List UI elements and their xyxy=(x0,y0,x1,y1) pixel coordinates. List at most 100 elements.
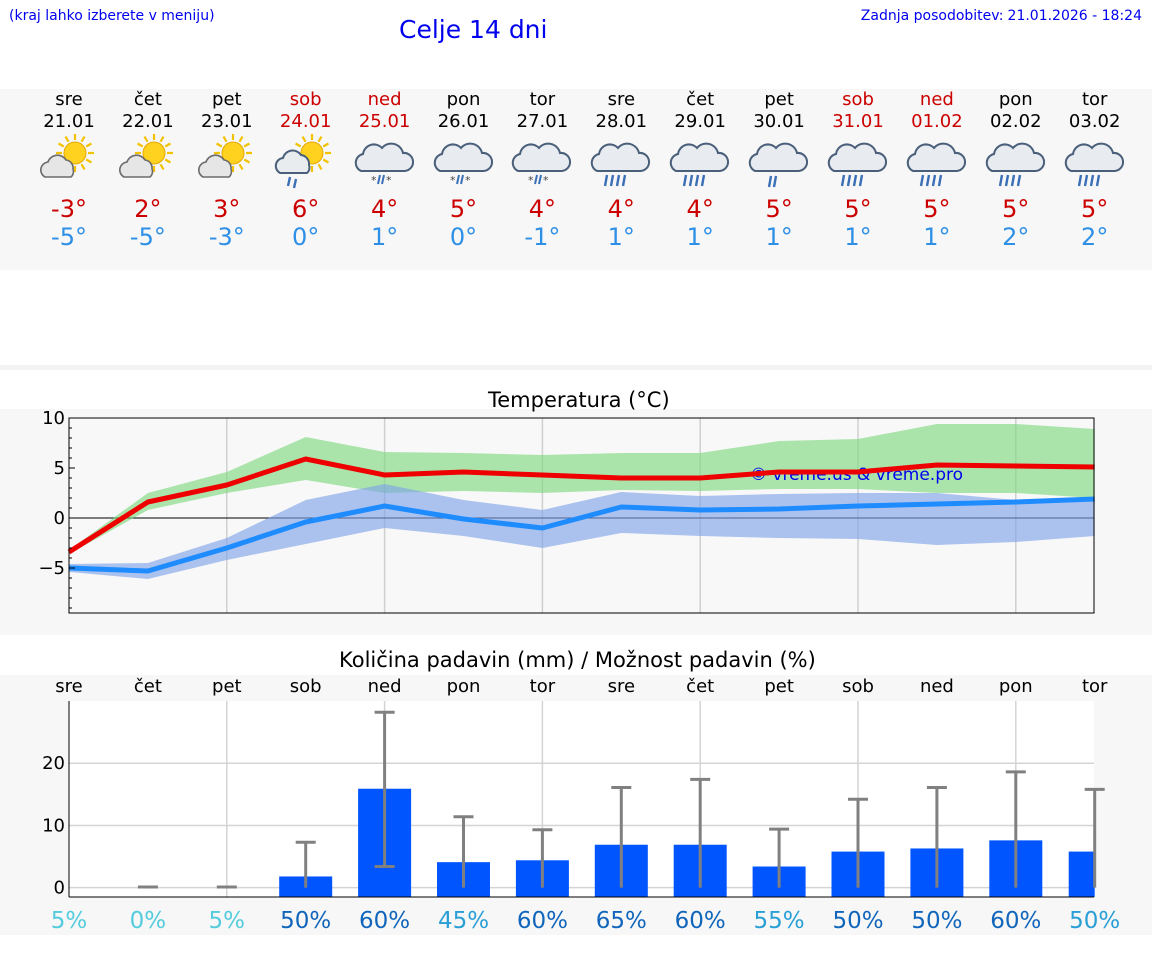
cloud xyxy=(906,142,966,172)
cloud-rain-icon xyxy=(827,142,887,187)
page-title: Celje 14 dni xyxy=(399,15,548,44)
day-column: ned 25.01 * * 4° 1° xyxy=(345,89,425,251)
sun-ray xyxy=(80,163,86,171)
rain-drop xyxy=(1095,174,1100,187)
day-column: sre 28.01 4° 1° xyxy=(581,89,661,251)
category-label: sre xyxy=(55,676,82,697)
day-column: ned 01.02 5° 1° xyxy=(897,89,977,251)
rain-drop xyxy=(767,175,773,188)
category-label: tor xyxy=(1082,676,1108,697)
max-temp: 2° xyxy=(134,195,162,223)
sun-ray xyxy=(164,158,171,164)
precipitation-marks xyxy=(998,174,1021,187)
sun-ray xyxy=(238,163,244,171)
cloud xyxy=(354,142,414,172)
sun-ray xyxy=(243,158,250,164)
cloud-sleet-icon: * * xyxy=(433,142,493,187)
sun-ray xyxy=(143,135,149,143)
day-date: 29.01 xyxy=(674,111,726,132)
max-temp: 5° xyxy=(923,195,951,223)
last-updated: Zadnja posodobitev: 21.01.2026 - 18:24 xyxy=(857,8,1142,24)
probability-label: 65% xyxy=(596,908,647,934)
precipitation-marks xyxy=(683,174,706,187)
day-date: 25.01 xyxy=(358,111,411,132)
day-column: sob 24.01 6° 0° xyxy=(266,89,346,251)
y-tick-label: 20 xyxy=(42,753,65,774)
max-temp: 5° xyxy=(449,195,478,223)
precipitation-marks xyxy=(1077,174,1100,187)
cloud xyxy=(1064,142,1124,172)
sun-ray xyxy=(243,142,250,148)
max-temp: 5° xyxy=(1002,195,1030,223)
day-name: tor xyxy=(1081,89,1108,110)
min-temp: -5° xyxy=(51,223,87,251)
day-column: sob 31.01 5° 1° xyxy=(818,89,898,251)
sun-rays xyxy=(213,134,252,172)
sun-ray xyxy=(159,163,165,171)
day-date: 03.02 xyxy=(1068,111,1121,132)
day-name: pon xyxy=(998,89,1033,110)
updated-label: Zadnja posodobitev: xyxy=(860,8,1004,24)
day-column: tor 27.01 * * 4° -1° xyxy=(502,89,582,251)
plot-frame xyxy=(68,417,1095,614)
sun-ray xyxy=(80,135,86,143)
sun-ray xyxy=(301,135,307,143)
day-column: pon 26.01 * * 5° 0° xyxy=(424,89,504,251)
category-label: tor xyxy=(530,676,556,697)
sun-ray xyxy=(317,163,323,171)
min-temp: 1° xyxy=(844,223,872,251)
day-date: 01.02 xyxy=(911,111,963,132)
day-column: pet 30.01 5° 1° xyxy=(739,89,819,251)
max-range-band xyxy=(69,424,1095,554)
day-name: sob xyxy=(289,89,322,110)
sun-cloud-icon xyxy=(118,134,173,178)
day-column: sre 21.01 -3° -5° xyxy=(29,89,109,251)
sun-disc xyxy=(63,141,87,165)
day-name: ned xyxy=(367,89,402,110)
day-date: 02.02 xyxy=(990,111,1042,132)
cloud-rain-icon xyxy=(985,142,1045,187)
max-temp: 4° xyxy=(686,195,714,223)
day-column: pon 02.02 5° 2° xyxy=(976,89,1056,251)
snowflake: * xyxy=(528,174,534,187)
max-temp: 5° xyxy=(844,195,872,223)
rain-drop xyxy=(286,176,291,187)
sun-ray xyxy=(85,142,93,148)
min-temp: 1° xyxy=(765,223,793,251)
rain-drop xyxy=(292,178,297,189)
category-label: ned xyxy=(920,676,954,697)
rain-drop xyxy=(683,174,688,187)
min-temp: 0° xyxy=(292,223,320,251)
sun-ray xyxy=(64,135,70,143)
category-label: pet xyxy=(212,676,242,697)
day-date: 30.01 xyxy=(753,111,805,132)
min-temp: 1° xyxy=(686,223,714,251)
sun-cloud-rain-icon xyxy=(274,134,331,189)
rain-drop xyxy=(772,175,778,188)
sun-ray xyxy=(294,142,301,148)
min-temp: 1° xyxy=(607,223,635,251)
sun-ray xyxy=(159,135,165,143)
max-temp: 3° xyxy=(213,195,241,223)
min-temp: -5° xyxy=(129,223,166,251)
category-label: sob xyxy=(842,676,874,697)
sun-ray xyxy=(317,135,323,143)
updated-value: 21.01.2026 - 18:24 xyxy=(1007,8,1142,24)
probability-label: 50% xyxy=(911,908,962,934)
probability-label: 60% xyxy=(359,908,410,934)
y-tick-label: −5 xyxy=(38,558,65,579)
day-date: 23.01 xyxy=(201,111,253,132)
rain-drop xyxy=(534,174,539,185)
min-temp: 2° xyxy=(1081,223,1109,251)
sun-ray xyxy=(136,142,144,148)
min-temp: 1° xyxy=(923,223,951,251)
max-temp: 5° xyxy=(765,195,793,223)
cloud xyxy=(591,142,651,172)
snowflake: * xyxy=(371,174,377,187)
sun-ray xyxy=(164,142,171,148)
small-cloud xyxy=(197,154,233,178)
category-label: čet xyxy=(134,676,162,697)
day-column: tor 03.02 5° 2° xyxy=(1055,89,1135,251)
location-hint-link[interactable]: (kraj lahko izberete v meniju) xyxy=(9,8,215,24)
category-label: pon xyxy=(999,676,1033,697)
